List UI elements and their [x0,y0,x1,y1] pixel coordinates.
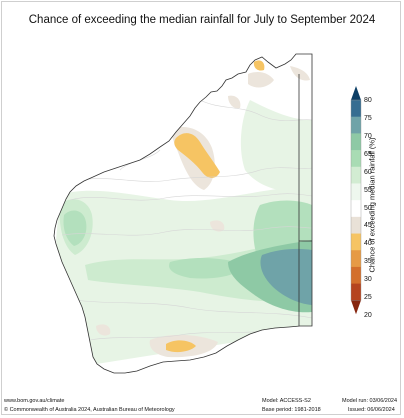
region-mint-west [63,210,87,246]
legend-tick-label: 30 [364,276,372,284]
footer-model-run: Model run: 03/06/2024 [342,398,398,404]
colorbar-segment [351,183,361,201]
legend-tick-label: 70 [364,132,372,140]
colorbar-segment [351,250,361,268]
map-title: Chance of exceeding the median rainfall … [28,14,376,26]
legend-tick-label: 20 [364,312,372,319]
region-orange-north [253,60,265,71]
legend-tick-label: 80 [364,97,372,104]
legend-tick-label: 45 [364,222,372,230]
region-orange-kimberley [174,133,220,178]
legend-tick-label: 60 [364,168,372,176]
legend-colorbar [350,86,362,315]
region-dark-teal-spot [276,253,285,262]
legend-tick-label: 25 [364,294,372,302]
colorbar-segment [351,283,361,301]
region-tan-mid [210,220,225,232]
footer-model: Model: ACCESS-S2 [262,398,311,404]
colorbar-arrow-bottom [351,300,361,315]
footer-url: www.bom.gov.au/climate [4,398,65,404]
colorbar-segment [351,216,361,234]
region-orange-south [166,340,196,353]
contour-lines [61,99,312,341]
legend-tick-label: 35 [364,258,372,266]
colorbar-segment [351,200,361,218]
legend-tick-label: 50 [364,204,372,212]
region-tan-north [248,72,274,88]
colorbar-outline [350,99,362,301]
colorbar-segment [351,116,361,134]
legend-tick-label: 75 [364,114,372,122]
colorbar-segment [351,150,361,168]
region-tan-south2 [96,324,111,336]
footer-base-period: Base period: 1981-2018 [262,407,321,413]
colorbar-segment [351,266,361,285]
region-light-green-east [240,100,312,192]
colorbar-segment [351,166,361,184]
colorbar-segment [351,133,361,151]
legend-tick-label: 55 [364,186,372,194]
legend-tick-label: 40 [364,240,372,248]
colorbar-segment [351,100,361,118]
legend-tick-label: 65 [364,150,372,158]
footer-copyright: © Commonwealth of Australia 2024, Austra… [4,407,175,413]
colorbar-arrow-top [351,86,361,100]
probability-shading [56,60,312,365]
region-tan-north2 [290,66,310,81]
colorbar-segment [351,233,361,251]
footer-issued: Issued: 06/06/2024 [348,407,395,413]
region-tan-east [228,95,241,109]
region-mint-mid [169,257,245,279]
